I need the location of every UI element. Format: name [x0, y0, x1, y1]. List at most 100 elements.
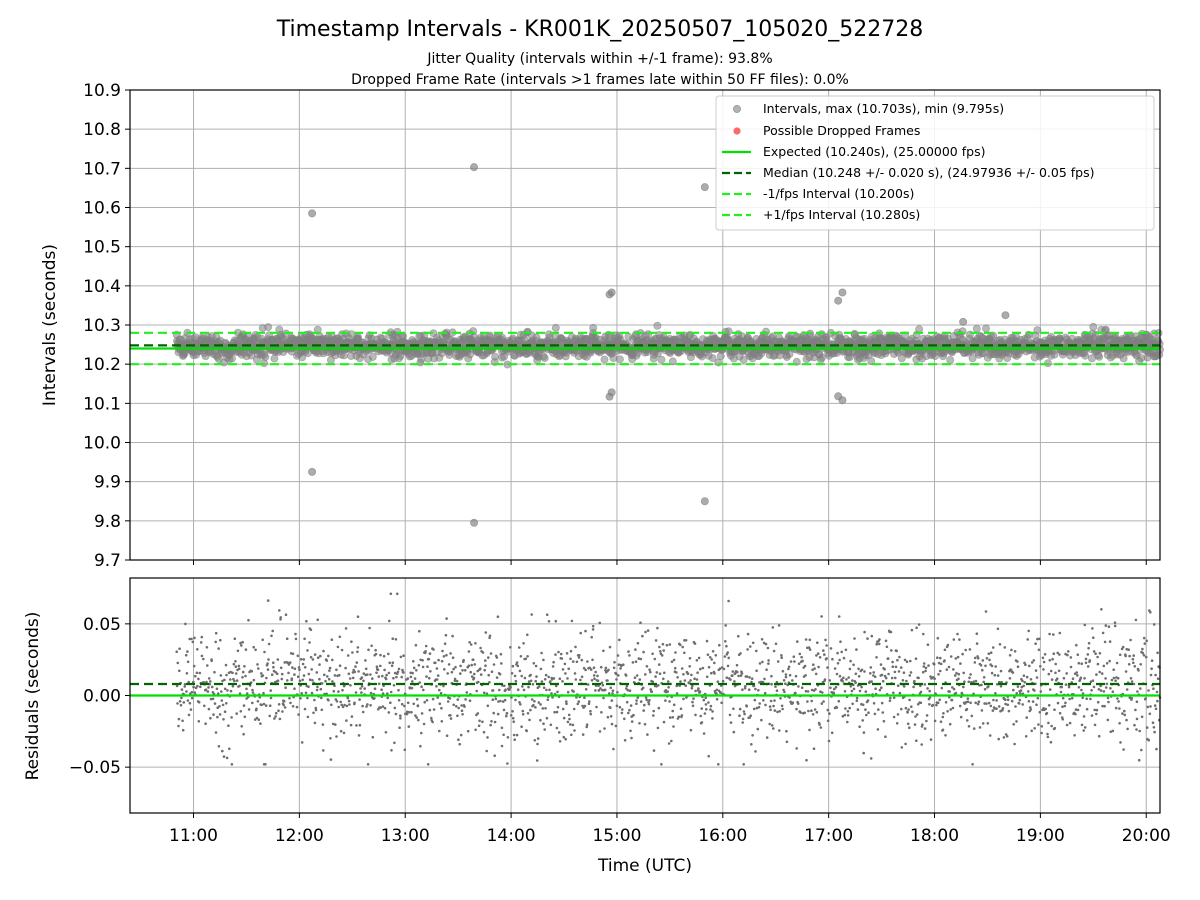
residual-point [1149, 673, 1153, 677]
residual-point [905, 660, 909, 663]
residual-point [1028, 664, 1031, 668]
residual-point [542, 658, 545, 662]
residual-point [210, 685, 214, 689]
residual-point [487, 673, 491, 677]
residual-point [484, 664, 487, 667]
residual-point [652, 714, 655, 717]
residual-point [758, 702, 761, 705]
residual-point [944, 701, 948, 704]
residual-point [898, 691, 902, 695]
residual-point [585, 725, 588, 729]
residual-point [1148, 712, 1152, 716]
residual-point [645, 698, 648, 702]
residual-point [1025, 716, 1028, 719]
residual-point [570, 619, 574, 623]
residual-point [561, 707, 565, 711]
residual-point [710, 658, 713, 661]
residual-point [188, 701, 192, 705]
residual-point [311, 658, 315, 661]
residual-point [836, 662, 840, 665]
residual-point [186, 650, 189, 653]
residual-point [306, 696, 309, 700]
residual-point [389, 592, 393, 596]
residual-point [674, 651, 677, 654]
residual-point [844, 707, 847, 710]
residual-point [773, 709, 777, 712]
residual-point [413, 677, 417, 680]
residual-point [495, 656, 499, 659]
legend-marker-intervals [732, 104, 742, 114]
residual-point [220, 699, 224, 702]
residual-point [232, 662, 236, 666]
residual-point [580, 658, 584, 662]
residual-point [591, 624, 595, 628]
residual-point [195, 671, 199, 675]
residual-point [445, 734, 449, 737]
residual-point [939, 720, 943, 723]
residual-point [388, 619, 391, 623]
residual-point [633, 676, 637, 679]
residual-point [1095, 673, 1098, 676]
residual-point [990, 671, 994, 675]
residual-point [319, 654, 322, 658]
residual-point [846, 710, 850, 713]
residual-point [393, 706, 397, 710]
residual-point [278, 609, 281, 612]
residual-point [422, 722, 426, 726]
residual-point [770, 674, 773, 678]
residual-point [530, 698, 534, 701]
residual-point [509, 646, 512, 649]
residual-point [841, 679, 844, 683]
residual-point [514, 698, 517, 702]
residual-point [586, 683, 590, 686]
residual-point [500, 662, 503, 665]
residual-point [417, 718, 420, 722]
interval-outlier-point [308, 467, 317, 476]
residual-point [928, 703, 931, 706]
residual-point [608, 645, 612, 649]
residual-point [186, 660, 190, 664]
residual-point [751, 734, 754, 737]
residual-point [347, 672, 351, 676]
residual-point [570, 733, 573, 737]
residual-point [268, 704, 272, 707]
residual-point [711, 650, 715, 653]
interval-outlier-point [838, 396, 847, 405]
residual-point [498, 688, 501, 692]
chart-subtitle-line-2: Dropped Frame Rate (intervals >1 frames … [351, 72, 849, 88]
residual-point [644, 630, 647, 634]
residual-point [502, 733, 505, 737]
residual-point [568, 717, 571, 721]
residual-point [617, 674, 620, 677]
x-tick-label: 20:00 [1122, 826, 1171, 846]
residual-point [596, 674, 599, 678]
residual-point [1019, 689, 1023, 692]
residual-point [455, 679, 459, 683]
residual-point [966, 719, 969, 722]
residual-point [834, 685, 838, 689]
residual-point [235, 679, 239, 682]
residual-point [492, 663, 496, 666]
residual-point [725, 644, 728, 648]
residual-point [839, 640, 842, 643]
residual-point [908, 726, 911, 729]
residual-point [396, 670, 400, 674]
residual-point [904, 742, 907, 746]
residual-point [209, 716, 212, 720]
residual-point [615, 704, 619, 708]
residual-point [762, 699, 765, 702]
residual-point [828, 679, 832, 682]
residual-point [596, 679, 600, 682]
residual-point [220, 690, 223, 693]
residual-point [376, 668, 380, 671]
x-tick-label: 15:00 [592, 826, 641, 846]
residual-point [1105, 682, 1109, 686]
residual-point [610, 699, 614, 702]
residual-point [477, 680, 480, 684]
residual-point [304, 691, 308, 695]
residual-point [1106, 696, 1110, 700]
residual-point [800, 655, 803, 659]
residual-point [755, 669, 758, 672]
residual-point [755, 649, 758, 653]
residual-point [606, 679, 609, 682]
